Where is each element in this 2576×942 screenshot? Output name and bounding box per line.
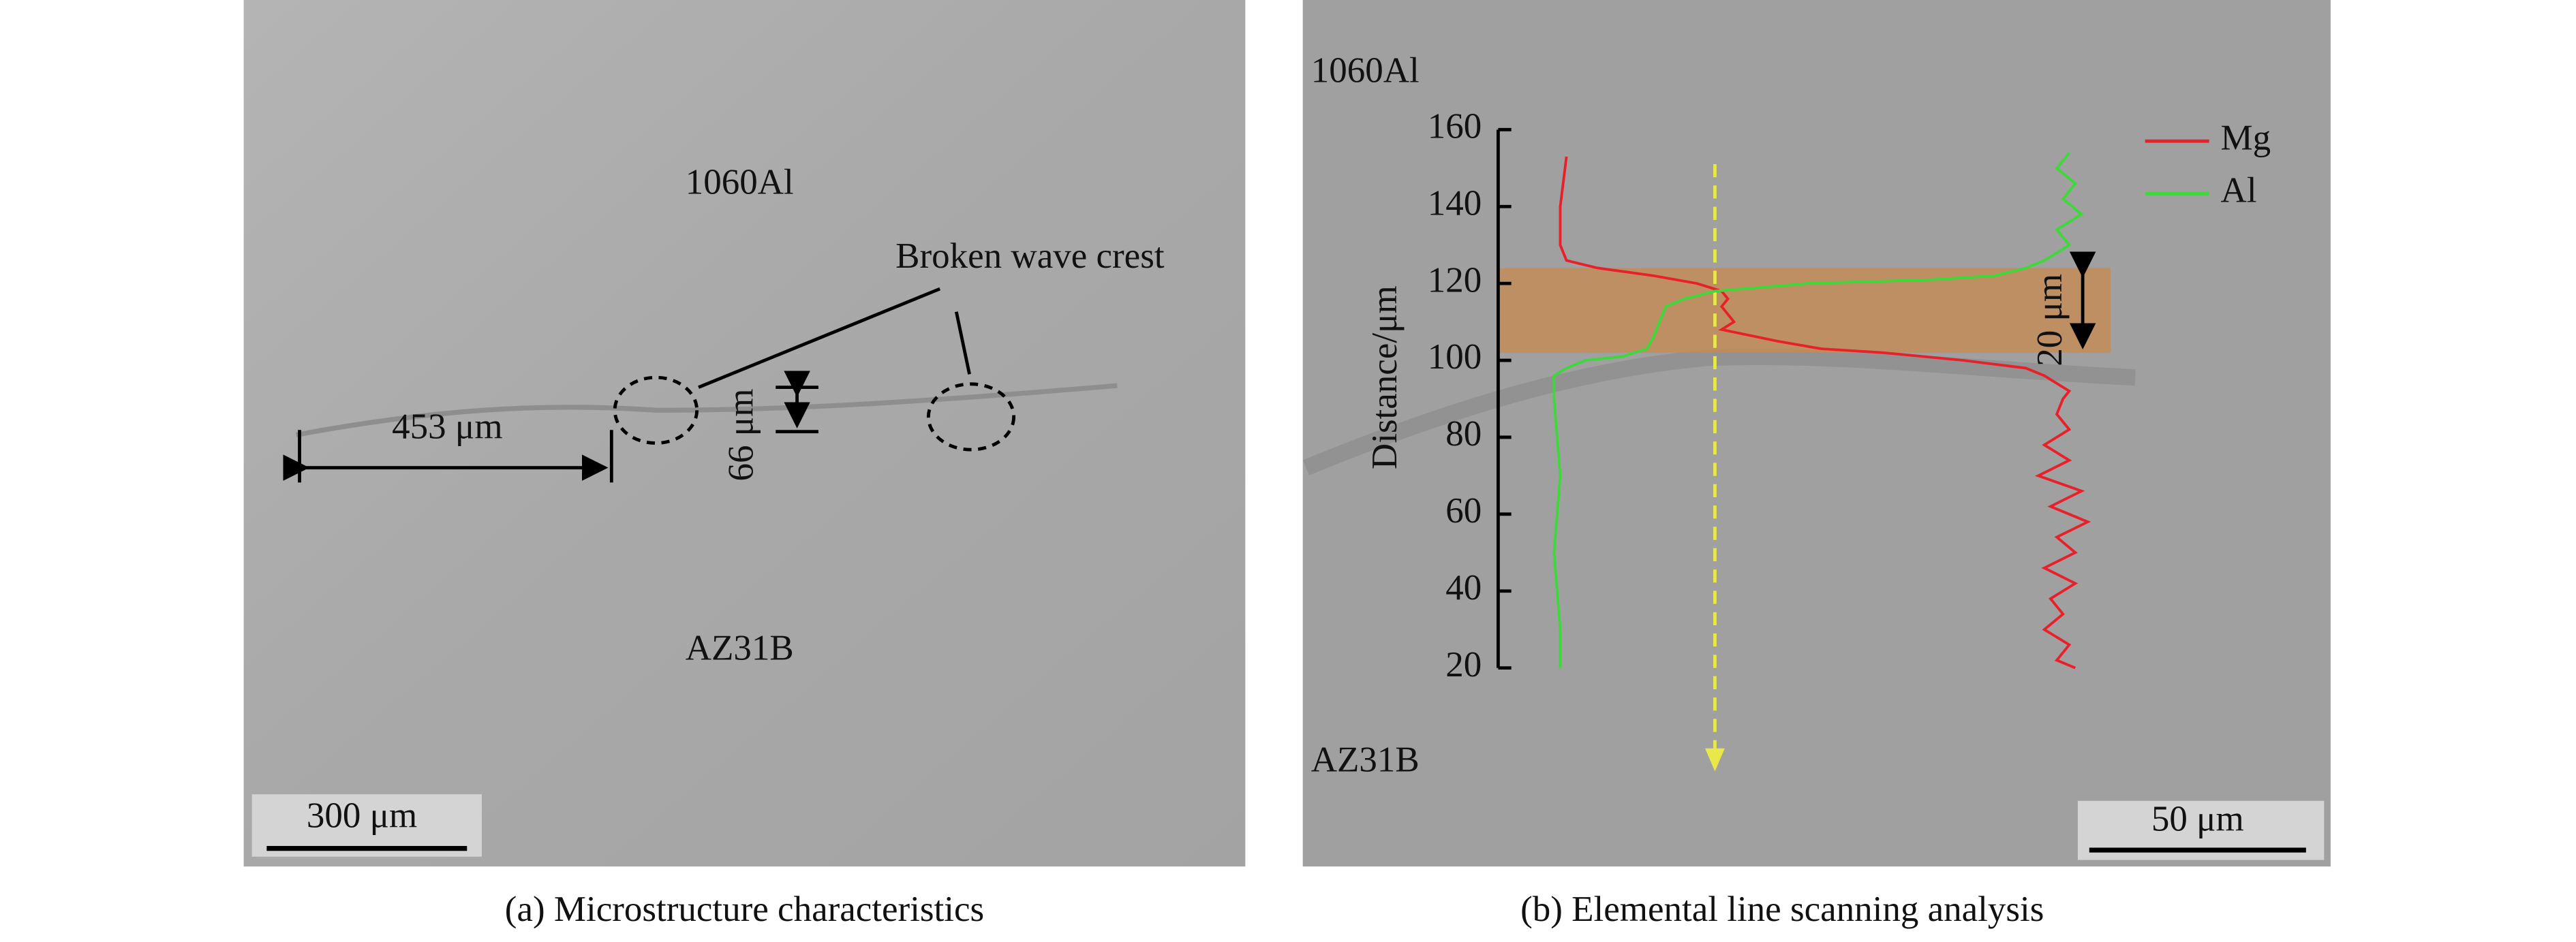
legend-label: Mg (2221, 118, 2271, 157)
y-tick-label: 140 (1428, 183, 1482, 223)
crest-circle (613, 375, 699, 445)
y-tick-label: 80 (1445, 414, 1482, 454)
scan-arrow (1704, 748, 1725, 772)
label-spacing: 453 μm (392, 407, 502, 446)
y-axis-label: Distance/μm (1365, 285, 1405, 469)
crest-circle (926, 382, 1016, 452)
y-tick-label: 100 (1428, 337, 1482, 377)
y-tick-label: 60 (1445, 491, 1482, 531)
interface-band (1498, 268, 2111, 353)
label-lower: AZ31B (1311, 740, 1420, 780)
label-feature: Broken wave crest (895, 236, 1165, 276)
micrograph-b (1302, 0, 2331, 867)
caption: (a) Microstructure characteristics (505, 890, 984, 929)
series-line (1552, 152, 2084, 668)
y-tick-label: 160 (1428, 106, 1482, 146)
scale-label: 300 μm (307, 796, 417, 835)
interface (1302, 348, 2136, 475)
label-upper: 1060Al (1311, 51, 1420, 91)
interface (296, 383, 1118, 438)
micrograph-a (243, 0, 1246, 867)
leader-line (698, 287, 941, 389)
y-tick-label: 120 (1428, 260, 1482, 300)
label-lower: AZ31B (686, 629, 794, 668)
scale-label: 50 μm (2151, 799, 2244, 838)
y-tick-label: 40 (1445, 568, 1482, 608)
y-tick-label: 20 (1445, 645, 1482, 685)
leader-line (954, 311, 971, 375)
band-label: 20 μm (2030, 274, 2070, 366)
label-height: 66 μm (722, 389, 761, 482)
series-line (1559, 156, 2091, 670)
label-upper: 1060Al (686, 162, 794, 202)
caption: (b) Elemental line scanning analysis (1520, 890, 2044, 929)
legend-label: Al (2221, 170, 2257, 210)
